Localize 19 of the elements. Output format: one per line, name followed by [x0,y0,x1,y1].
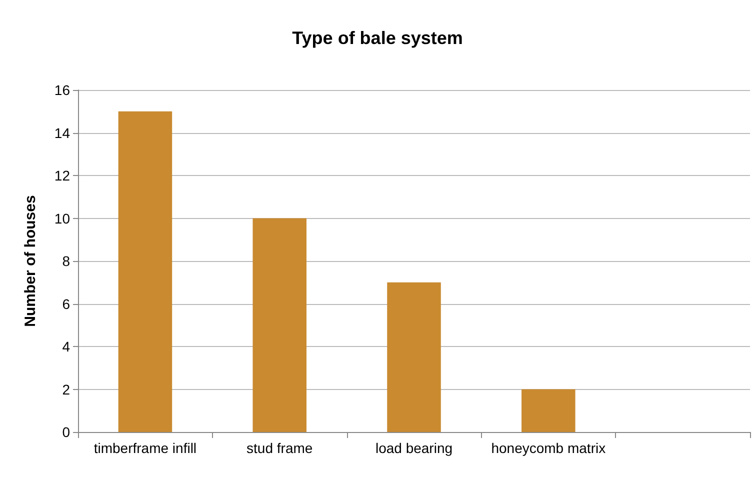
y-tick-label: 6 [62,296,70,312]
bar [522,389,576,432]
x-tick-label: honeycomb matrix [491,440,606,456]
y-axis-title: Number of houses [22,195,39,327]
y-tick-label: 8 [62,253,70,269]
bar [387,282,441,432]
chart-title: Type of bale system [292,28,463,48]
bar [118,111,172,432]
y-tick-label: 0 [62,424,70,440]
bar [252,218,306,432]
x-tick-label: stud frame [246,440,313,456]
y-tick-label: 12 [54,168,70,184]
y-tick-label: 14 [54,124,70,141]
y-tick-label: 4 [62,338,70,354]
x-tick-label: load bearing [375,440,453,456]
y-tick-label: 10 [54,210,70,226]
x-tick-label: timberframe infill [94,440,197,456]
y-tick-label: 2 [62,381,70,398]
y-tick-label: 16 [54,82,70,98]
